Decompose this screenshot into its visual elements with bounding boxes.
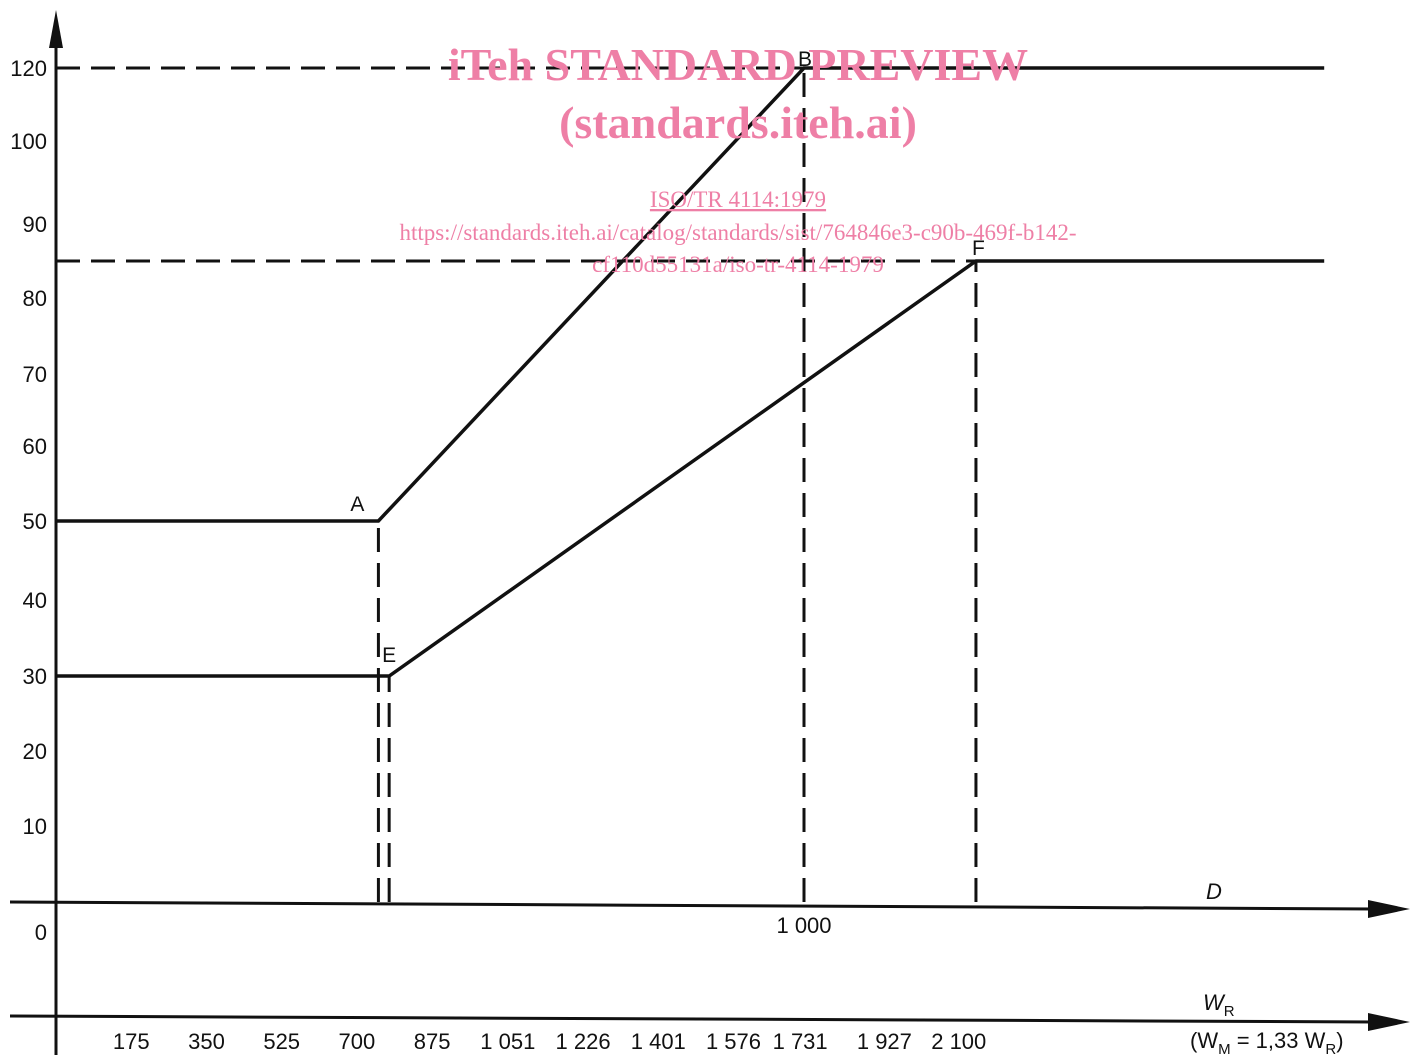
- d-tick-label: 1 000: [776, 913, 831, 938]
- watermark: iTeh STANDARD PREVIEW (standards.iteh.ai…: [399, 39, 1076, 277]
- wr-tick-labels: 175 350 525 700 875 1 051 1 226 1 401 1 576 1 731…: [113, 1029, 986, 1054]
- y-tick-label: 50: [23, 509, 47, 534]
- wr-tick-label: 2 100: [931, 1029, 986, 1054]
- watermark-line3: ISO/TR 4114:1979: [650, 187, 826, 212]
- wr-tick-label: 1 731: [773, 1029, 828, 1054]
- wr-axis-label: WR: [1203, 990, 1235, 1020]
- series-line-2: [56, 259, 1325, 678]
- y-tick-label: 40: [23, 588, 47, 613]
- wr-tick-label: 1 927: [857, 1029, 912, 1054]
- watermark-line2: (standards.iteh.ai): [559, 97, 917, 148]
- point-label-E: E: [382, 644, 396, 667]
- y-tick-label: 30: [23, 664, 47, 689]
- wr-tick-label: 700: [339, 1029, 376, 1054]
- reference-lines: [56, 66, 978, 902]
- wr-tick-label: 1 051: [480, 1029, 535, 1054]
- wr-tick-label: 525: [263, 1029, 300, 1054]
- y-tick-labels: 0 10 20 30 40 50 60 70 80 90 100 120: [10, 56, 47, 945]
- y-axis-arrowhead: [49, 10, 63, 48]
- y-tick-label: 10: [23, 814, 47, 839]
- point-labels: A B E F: [350, 48, 984, 667]
- series-line-1: [56, 66, 1325, 523]
- y-tick-label: 60: [23, 434, 47, 459]
- point-label-F: F: [972, 237, 985, 260]
- wr-axis-arrowhead: [1368, 1013, 1410, 1031]
- watermark-line5: cf110d55131a/iso-tr-4114-1979: [592, 252, 884, 277]
- y-tick-label: 100: [10, 129, 47, 154]
- wr-tick-label: 350: [188, 1029, 225, 1054]
- wm-relation-label: (WM = 1,33 WR): [1190, 1028, 1344, 1055]
- watermark-line4: https://standards.iteh.ai/catalog/standa…: [399, 220, 1076, 245]
- wr-tick-label: 1 401: [631, 1029, 686, 1054]
- y-tick-label: 20: [23, 739, 47, 764]
- d-axis-arrowhead: [1368, 900, 1410, 918]
- point-label-A: A: [350, 493, 364, 516]
- watermark-line1: iTeh STANDARD PREVIEW: [448, 39, 1028, 90]
- axis-arrows: [49, 10, 1410, 1031]
- axes: [9, 22, 1376, 1055]
- wr-tick-label: 1 226: [556, 1029, 611, 1054]
- y-tick-label: 120: [10, 56, 47, 81]
- wr-axis-label-sub: R: [1224, 1003, 1235, 1020]
- point-label-B: B: [798, 48, 812, 71]
- y-tick-label: 70: [23, 362, 47, 387]
- y-tick-label: 90: [23, 212, 47, 237]
- y-tick-label: 80: [23, 286, 47, 311]
- d-axis-line: [9, 900, 1376, 911]
- data-series: [56, 66, 1325, 678]
- wr-tick-label: 875: [414, 1029, 451, 1054]
- wr-axis-line: [9, 1014, 1376, 1024]
- wr-tick-label: 1 576: [706, 1029, 761, 1054]
- wr-tick-label: 175: [113, 1029, 150, 1054]
- y-tick-label: 0: [35, 920, 47, 945]
- d-axis-label: D: [1206, 879, 1222, 904]
